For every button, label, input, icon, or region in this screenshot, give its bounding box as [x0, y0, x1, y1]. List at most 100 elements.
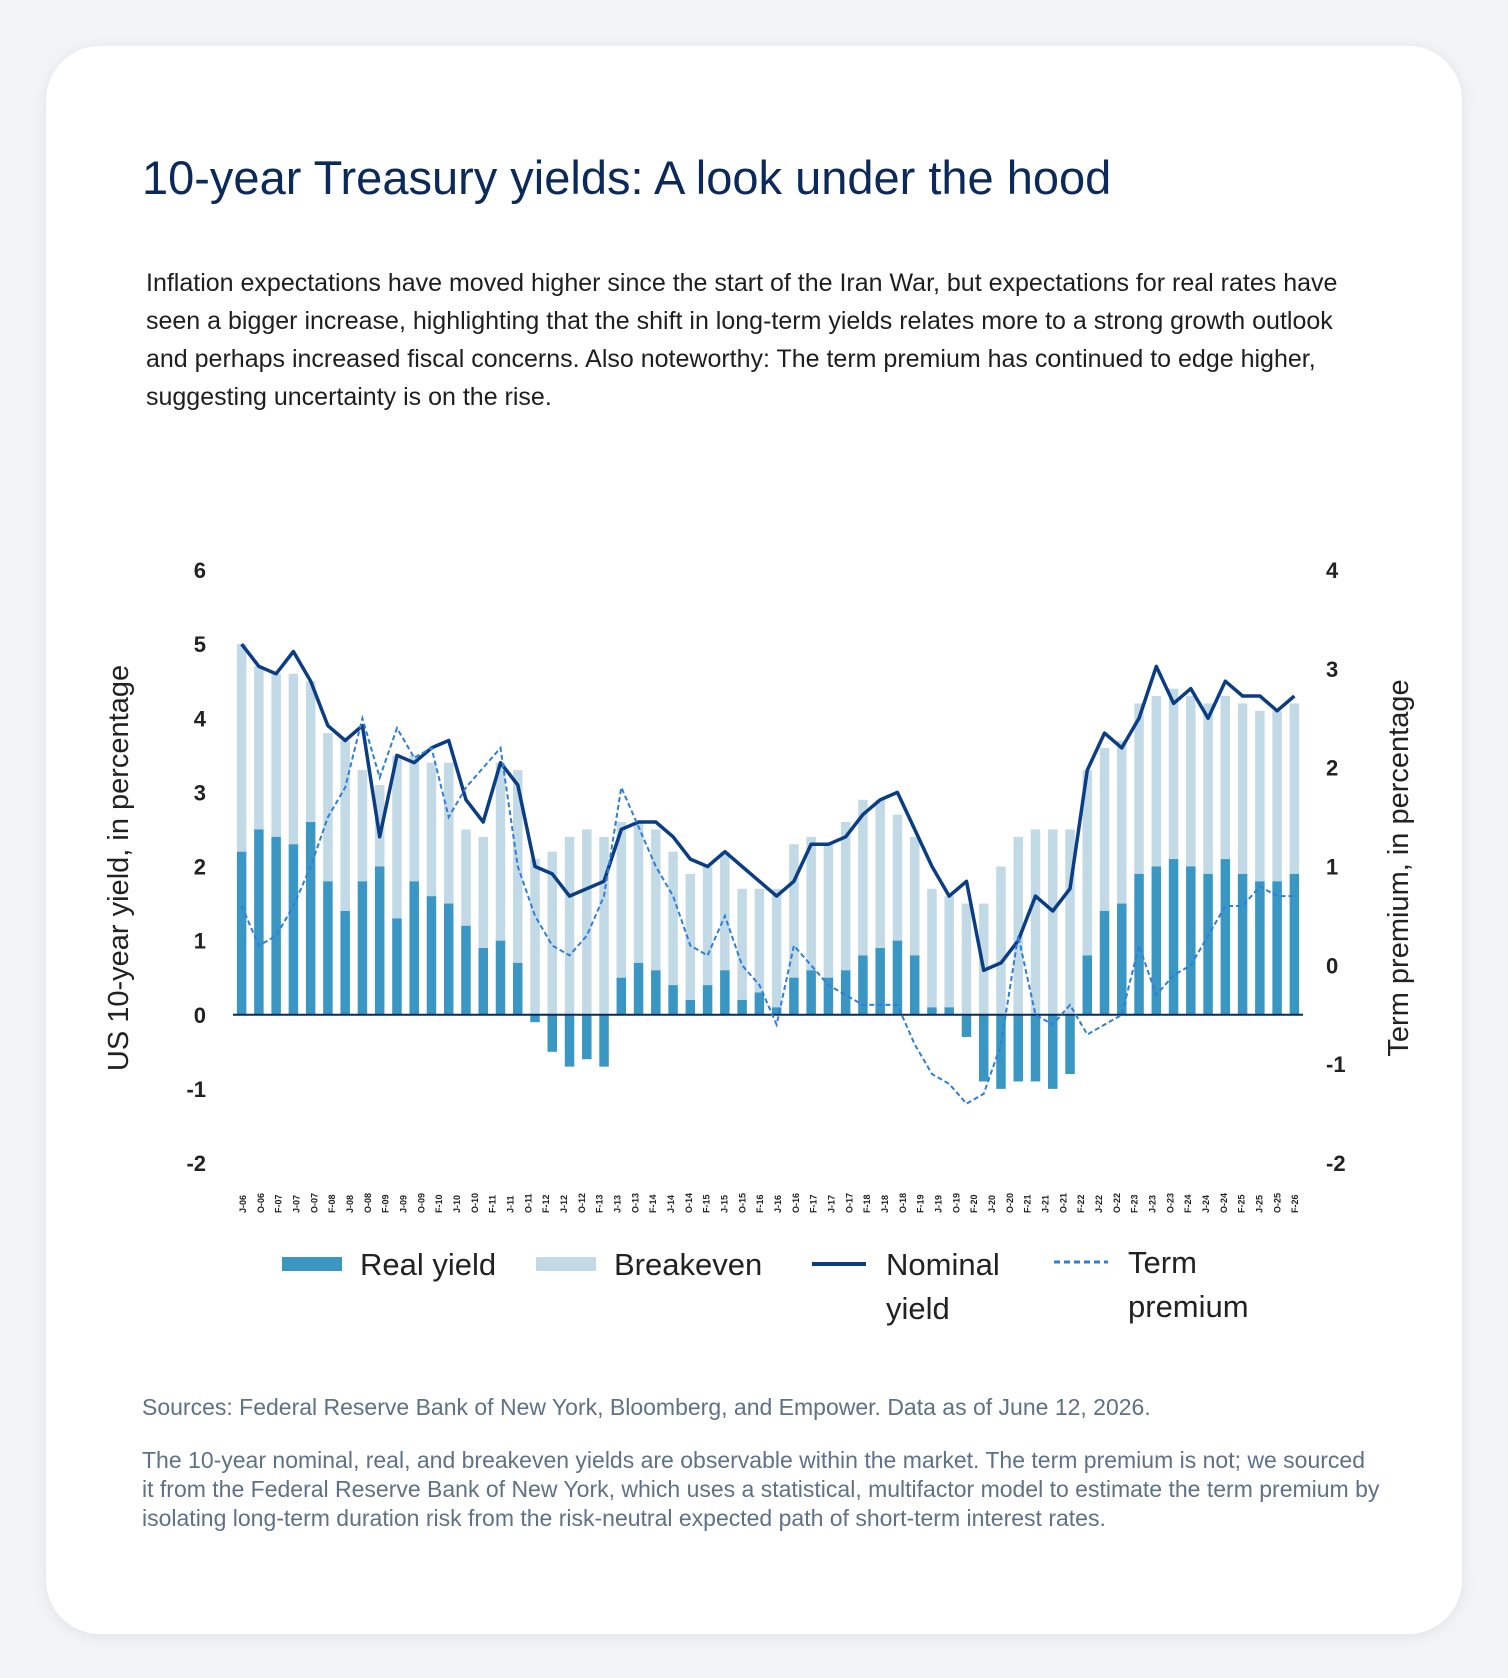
- real-yield-bar: [978, 1014, 989, 1082]
- breakeven-bar: [288, 673, 299, 845]
- breakeven-bar: [1255, 710, 1265, 882]
- x-tick-label: O-19: [951, 1193, 961, 1213]
- real-yield-bar: [1013, 1014, 1023, 1082]
- x-tick-label: J-06: [238, 1195, 248, 1213]
- x-tick-label: J-13: [612, 1195, 622, 1213]
- real-yield-bar: [702, 985, 713, 1015]
- x-tick-label: O-14: [684, 1193, 694, 1213]
- real-yield-bar: [288, 844, 299, 1015]
- x-tick-label: O-08: [363, 1193, 373, 1213]
- real-yield-bar: [392, 918, 402, 1015]
- y-tick-label-right: 4: [1326, 558, 1339, 583]
- x-tick-label: F-19: [916, 1194, 926, 1213]
- x-tick-label: J-18: [880, 1195, 890, 1213]
- breakeven-bar: [1237, 703, 1248, 874]
- real-yield-bar: [461, 925, 471, 1015]
- term-premium-line: [240, 714, 1295, 1105]
- real-yield-bar: [668, 985, 678, 1015]
- x-tick-label: O-16: [791, 1193, 801, 1213]
- real-yield-bar: [1220, 859, 1231, 1015]
- x-tick-label: J-12: [559, 1195, 569, 1213]
- x-tick-label: J-16: [773, 1195, 783, 1213]
- x-axis: J-06 O-06 F-07 J-07 O-07 F-08 J-08 O-08 F-09 J-09…: [238, 1193, 1300, 1213]
- yield-chart: -2 -1 0 1 2 3 4 5 6 -2 -1 0 1 2 3 4 J-06 O-06 F-07 J-07 O-…: [103, 558, 1415, 1326]
- real-yield-bar: [771, 1007, 782, 1015]
- chart-description: Inflation expectations have moved higher…: [146, 269, 1338, 411]
- real-yield-bar: [1186, 866, 1196, 1015]
- breakeven-bar: [1065, 829, 1075, 1015]
- breakeven-bar: [789, 844, 799, 978]
- breakeven-bar: [1099, 747, 1110, 911]
- nominal-yield-line: [240, 643, 1296, 973]
- breakeven-bar: [1186, 696, 1196, 867]
- breakeven-bar: [323, 733, 333, 882]
- x-tick-label: O-18: [898, 1193, 908, 1213]
- y-tick-label-right: -2: [1326, 1151, 1346, 1176]
- breakeven-bar: [357, 770, 368, 882]
- real-yield-bar: [1289, 873, 1300, 1015]
- x-tick-label: O-10: [470, 1193, 480, 1213]
- real-yield-bar: [547, 1014, 558, 1052]
- breakeven-bar: [961, 903, 972, 1015]
- breakeven-bar: [1134, 703, 1144, 874]
- real-yield-bar: [1255, 881, 1265, 1015]
- breakeven-bar: [616, 822, 627, 978]
- y-tick-label-right: 3: [1326, 657, 1338, 682]
- x-tick-label: J-20: [987, 1195, 997, 1213]
- breakeven-bar: [720, 851, 730, 971]
- real-yield-bar: [996, 1014, 1006, 1089]
- x-tick-label: F-07: [274, 1194, 284, 1213]
- breakeven-bar: [1289, 703, 1300, 874]
- y-tick-label-right: -1: [1326, 1052, 1346, 1077]
- breakeven-bar: [443, 762, 454, 904]
- breakeven-bar: [823, 844, 834, 978]
- x-tick-label: F-08: [327, 1194, 337, 1213]
- breakeven-bar: [530, 859, 540, 1015]
- real-yield-bar: [1065, 1014, 1075, 1075]
- real-yield-bar: [236, 851, 247, 1015]
- x-tick-label: F-18: [862, 1194, 872, 1213]
- real-yield-bar: [599, 1014, 609, 1067]
- y-axis-left-title: US 10-year yield, in percentage: [103, 665, 135, 1071]
- real-yield-bar: [651, 970, 661, 1015]
- breakeven-bar: [685, 873, 696, 1000]
- breakeven-bar: [875, 799, 885, 949]
- real-yield-bar: [495, 940, 506, 1015]
- real-yield-bar: [944, 1007, 954, 1015]
- real-yield-bar: [633, 962, 644, 1015]
- breakeven-bar: [461, 829, 471, 926]
- y-tick-label-right: 2: [1326, 756, 1338, 781]
- legend-swatch: [282, 1257, 342, 1271]
- x-tick-label: O-13: [630, 1193, 640, 1213]
- y-tick-label-left: 6: [194, 558, 206, 583]
- breakeven-bar: [564, 836, 575, 1015]
- x-tick-label: J-22: [1094, 1195, 1104, 1213]
- breakeven-bar: [599, 836, 609, 1015]
- real-yield-bar: [840, 970, 851, 1015]
- x-tick-label: F-14: [648, 1194, 658, 1213]
- legend-swatch: [536, 1257, 596, 1271]
- real-yield-bar: [823, 977, 834, 1015]
- x-tick-label: F-16: [755, 1194, 765, 1213]
- real-yield-bar: [927, 1007, 937, 1015]
- real-yield-bar: [737, 999, 747, 1015]
- real-yield-bar: [892, 940, 903, 1015]
- breakeven-bar: [668, 851, 678, 986]
- x-tick-label: J-23: [1147, 1195, 1157, 1213]
- breakeven-bar: [1117, 740, 1127, 904]
- x-tick-label: O-20: [1005, 1193, 1015, 1213]
- breakeven-bar: [1151, 696, 1162, 867]
- real-yield-bar: [1030, 1014, 1041, 1082]
- y-tick-label-right: 1: [1326, 855, 1338, 880]
- breakeven-bar: [858, 799, 868, 956]
- x-tick-label: J-25: [1254, 1195, 1264, 1213]
- breakeven-bar: [495, 762, 506, 941]
- legend-label: Nominal yield: [886, 1247, 1000, 1326]
- breakeven-bar: [1030, 829, 1041, 1015]
- real-yield-bar: [1117, 903, 1127, 1015]
- breakeven-bar: [1272, 710, 1282, 882]
- x-tick-label: O-24: [1219, 1193, 1229, 1213]
- breakeven-bar: [236, 644, 247, 852]
- y-tick-label-left: -1: [186, 1077, 206, 1102]
- legend-label: Real yield: [360, 1247, 496, 1282]
